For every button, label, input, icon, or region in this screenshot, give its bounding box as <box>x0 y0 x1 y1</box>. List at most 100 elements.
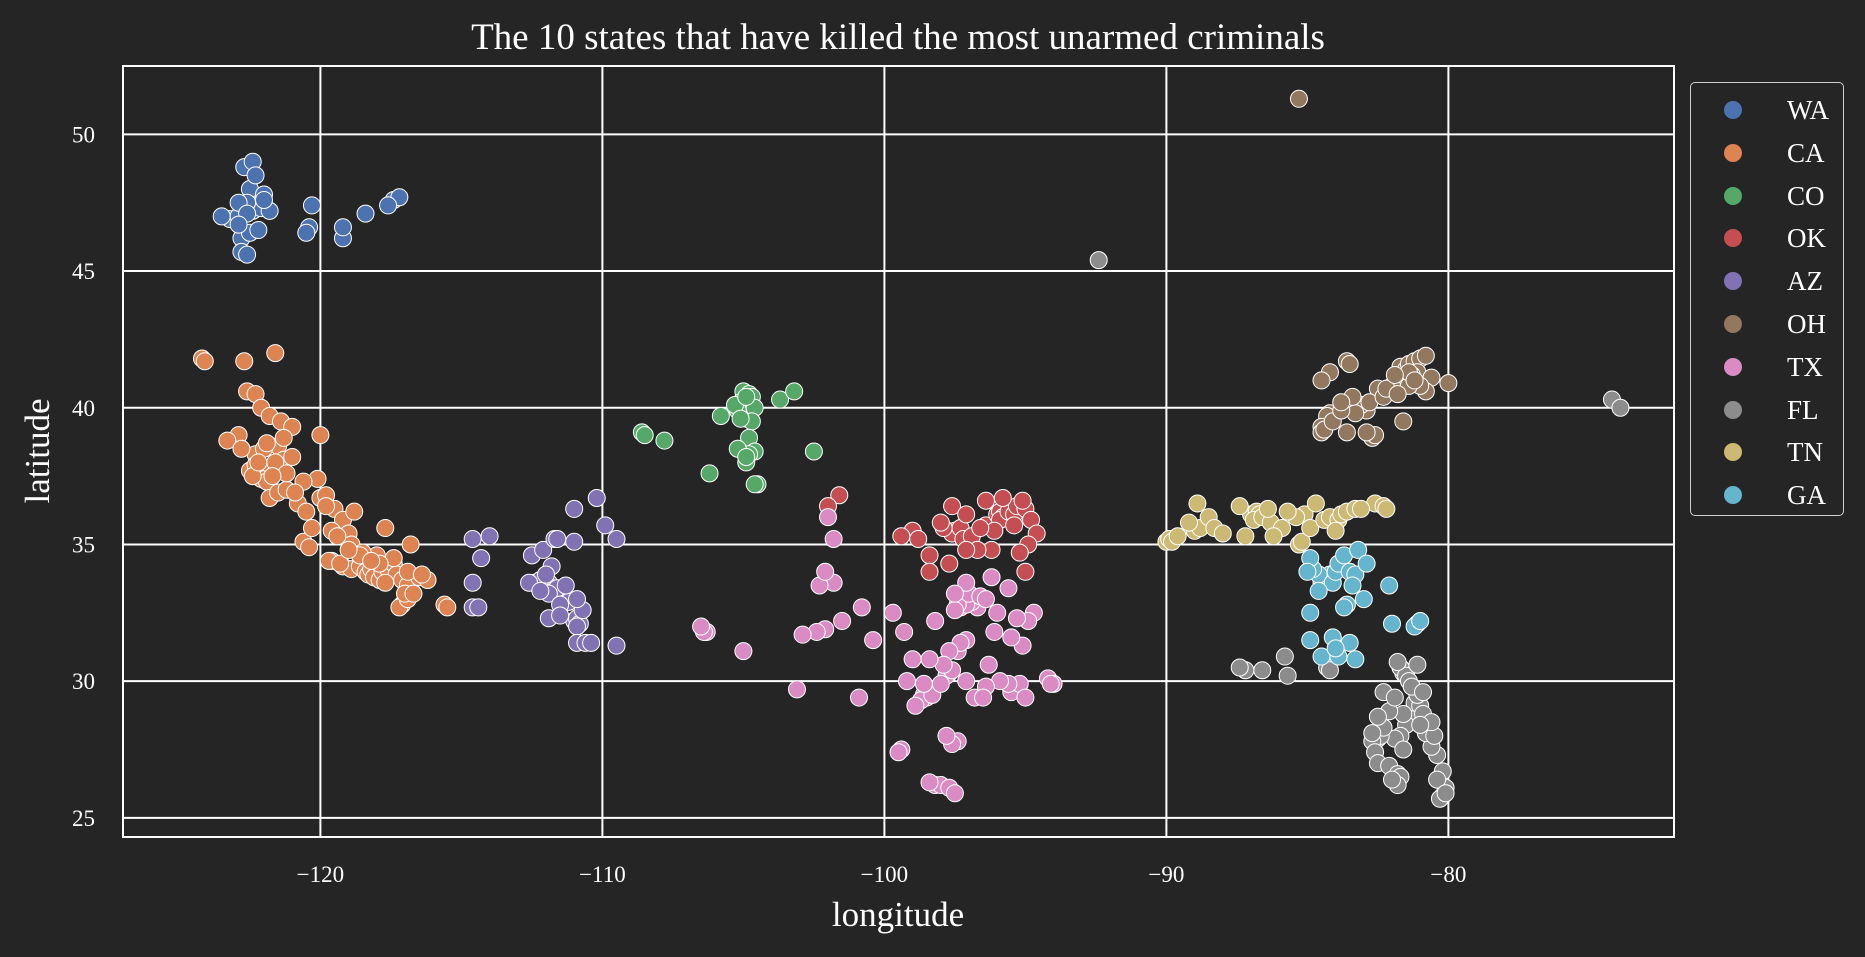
data-point <box>920 546 939 565</box>
series-tx <box>692 508 1063 803</box>
data-point <box>1405 371 1424 390</box>
data-point <box>596 516 615 535</box>
data-point <box>957 505 976 524</box>
data-point <box>331 554 350 573</box>
series-ca <box>192 344 457 617</box>
plot-frame <box>122 65 1675 838</box>
data-point <box>914 674 933 693</box>
legend-item-ca: CA <box>1691 136 1843 168</box>
legend-label: OK <box>1787 223 1826 254</box>
data-point <box>531 581 550 600</box>
data-point <box>1408 655 1427 674</box>
legend-item-tx: TX <box>1691 350 1843 382</box>
data-point <box>1289 89 1308 108</box>
tick-labels: −120 −110 −100 −90 −80 25 30 35 40 45 50 <box>72 122 1466 887</box>
data-point <box>345 502 364 521</box>
data-point <box>1416 346 1435 365</box>
legend-marker <box>1724 400 1742 419</box>
data-point <box>1383 614 1401 633</box>
data-point <box>607 636 626 655</box>
data-point <box>246 166 265 185</box>
data-point <box>195 352 214 371</box>
data-point <box>1332 393 1351 412</box>
data-point <box>1368 707 1387 726</box>
data-point <box>892 527 911 546</box>
data-point <box>988 603 1007 622</box>
data-point <box>889 743 908 762</box>
data-point <box>480 527 499 546</box>
data-point <box>472 549 491 568</box>
data-point <box>830 486 849 505</box>
x-axis-label: longitude <box>832 895 964 934</box>
data-point <box>328 527 347 546</box>
data-point <box>700 464 719 483</box>
data-point <box>1007 609 1026 628</box>
data-point <box>1005 516 1024 535</box>
data-point <box>897 672 916 691</box>
data-point <box>438 598 457 617</box>
data-point <box>903 650 922 669</box>
data-point <box>1383 770 1401 789</box>
data-point <box>297 502 316 521</box>
data-point <box>971 519 990 538</box>
data-point <box>999 579 1018 598</box>
legend-item-ok: OK <box>1691 221 1843 254</box>
data-point <box>376 519 395 538</box>
data-point <box>931 674 950 693</box>
data-point <box>734 642 753 661</box>
data-point <box>974 688 993 707</box>
y-tick-label: 25 <box>72 806 95 831</box>
data-point <box>940 554 959 573</box>
data-point <box>582 633 601 652</box>
data-point <box>1411 715 1430 734</box>
x-tick-label: −100 <box>861 862 908 887</box>
data-point <box>356 204 375 223</box>
data-point <box>249 221 268 240</box>
data-point <box>1343 576 1362 595</box>
legend-label: WA <box>1787 95 1829 125</box>
legend-label: TX <box>1787 351 1823 382</box>
data-point <box>931 513 950 532</box>
data-point <box>926 612 945 631</box>
data-point <box>816 562 835 581</box>
legend-label: FL <box>1787 394 1819 425</box>
data-point <box>957 573 976 592</box>
data-point <box>1428 770 1447 789</box>
data-point <box>235 352 254 371</box>
data-point <box>376 573 395 592</box>
data-point <box>824 529 843 548</box>
data-point <box>1213 524 1232 543</box>
data-point <box>1357 554 1376 573</box>
legend-label: CO <box>1787 180 1825 211</box>
legend-label: CA <box>1787 137 1825 168</box>
legend-item-ga: GA <box>1691 478 1843 510</box>
data-point <box>339 540 358 559</box>
data-point <box>895 622 914 641</box>
data-point <box>362 551 381 570</box>
data-point <box>1016 562 1035 581</box>
legend-item-wa: WA <box>1691 93 1843 125</box>
data-point <box>286 483 305 502</box>
series-ok <box>819 486 1046 581</box>
data-point <box>1394 740 1413 759</box>
data-point <box>302 196 321 215</box>
data-point <box>300 538 319 557</box>
data-point <box>1306 494 1325 513</box>
data-point <box>1264 527 1283 546</box>
series-az <box>463 488 626 655</box>
legend: WA CA CO OK AZ OH TX FL TN GA <box>1690 82 1844 516</box>
data-point <box>404 584 423 603</box>
data-point <box>985 622 1004 641</box>
data-point <box>1385 365 1404 384</box>
data-point <box>1337 423 1356 442</box>
data-point <box>238 245 257 264</box>
legend-item-az: AZ <box>1691 264 1843 296</box>
data-point <box>819 508 837 527</box>
data-point <box>1439 374 1458 393</box>
legend-marker <box>1724 357 1742 376</box>
data-point <box>1010 543 1029 562</box>
data-point <box>737 447 756 466</box>
data-point <box>1230 658 1249 677</box>
series-fl <box>1089 251 1630 808</box>
